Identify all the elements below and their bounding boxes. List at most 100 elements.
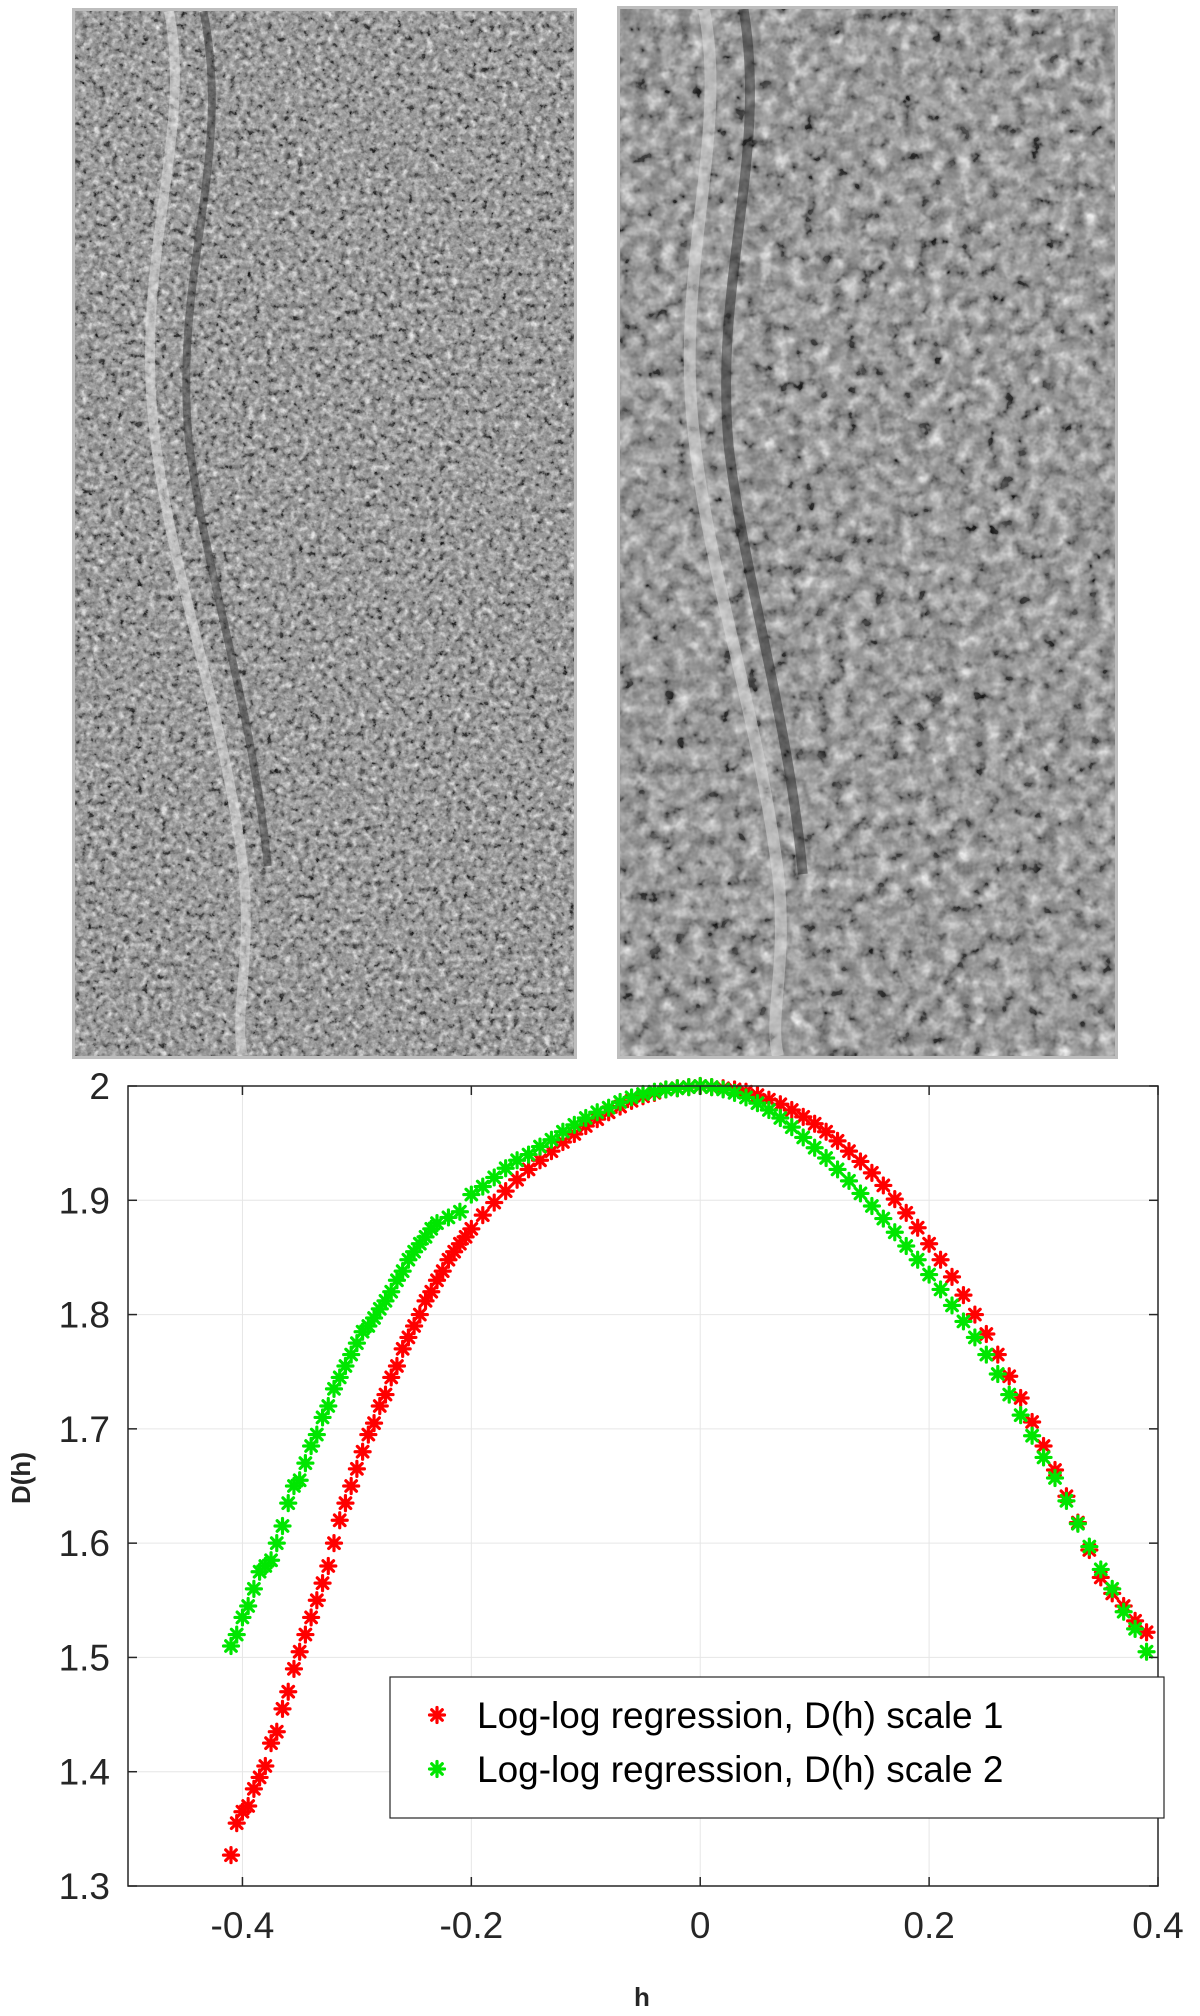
data-point-series-2 <box>462 1185 481 1204</box>
legend-marker-star-2 <box>427 1759 447 1779</box>
data-point-series-1 <box>364 1414 384 1433</box>
data-point-series-2 <box>782 1118 801 1137</box>
data-point-series-1 <box>977 1324 996 1344</box>
data-point-series-2 <box>1011 1406 1030 1425</box>
data-point-series-1 <box>302 1608 321 1627</box>
tick-labels: -0.4 -0.2 0 0.2 0.4 1.3 1.4 1.5 1.6 1.7 1.8 1.9 2 <box>59 1066 1184 1946</box>
data-point-series-2 <box>261 1551 281 1570</box>
data-point-series-1 <box>376 1385 395 1404</box>
data-point-series-1 <box>290 1642 309 1661</box>
data-point-series-2 <box>1023 1426 1042 1445</box>
data-point-series-2 <box>244 1579 263 1598</box>
scale-2-texture-graphic <box>620 9 1115 1056</box>
data-point-series-2 <box>828 1160 847 1179</box>
data-point-series-1 <box>817 1122 836 1141</box>
legend-marker-star-1 <box>427 1705 447 1725</box>
data-point-series-2 <box>427 1214 447 1233</box>
data-point-series-1 <box>954 1286 973 1305</box>
data-point-series-1 <box>485 1193 504 1212</box>
data-point-series-2 <box>239 1596 258 1616</box>
data-point-series-2 <box>519 1145 538 1164</box>
data-point-series-1 <box>227 1814 246 1833</box>
x-axis-label: h <box>634 1982 650 2012</box>
data-points <box>221 1076 1156 1865</box>
y-axis-label: D(h) <box>6 1452 36 1504</box>
data-point-series-2 <box>496 1159 515 1178</box>
data-point-series-1 <box>897 1203 916 1222</box>
data-point-series-1 <box>473 1206 492 1225</box>
x-tick-label: -0.4 <box>211 1905 275 1946</box>
data-point-series-2 <box>931 1280 950 1299</box>
data-point-series-1 <box>319 1556 338 1576</box>
scale-1-texture-image <box>72 8 577 1059</box>
data-point-series-1 <box>250 1768 269 1787</box>
data-point-series-2 <box>897 1236 916 1256</box>
data-point-series-2 <box>307 1425 326 1444</box>
data-point-series-2 <box>920 1265 939 1284</box>
data-point-series-2 <box>759 1100 778 1120</box>
data-point-series-1 <box>908 1218 927 1237</box>
data-point-series-2 <box>399 1250 418 1269</box>
y-tick-label: 1.6 <box>59 1523 110 1564</box>
data-point-series-1 <box>393 1339 412 1358</box>
data-point-series-1 <box>839 1142 859 1161</box>
scale-2-texture-image <box>617 6 1118 1059</box>
data-point-series-2 <box>771 1108 790 1128</box>
data-point-series-2 <box>817 1148 836 1168</box>
data-point-series-1 <box>221 1846 241 1865</box>
data-point-series-2 <box>473 1177 492 1196</box>
data-point-series-2 <box>1114 1602 1133 1621</box>
data-point-series-2 <box>1103 1579 1122 1598</box>
data-point-series-2 <box>1000 1385 1019 1404</box>
data-point-series-2 <box>851 1184 870 1203</box>
data-point-series-2 <box>267 1534 286 1553</box>
data-point-series-1 <box>794 1107 813 1126</box>
data-point-series-1 <box>284 1659 304 1678</box>
data-point-series-1 <box>782 1100 801 1120</box>
data-point-series-1 <box>496 1182 515 1201</box>
legend: Log-log regression, D(h) scale 1 Log-log… <box>389 1676 1165 1819</box>
data-point-series-2 <box>942 1296 962 1315</box>
data-point-series-1 <box>885 1190 904 1209</box>
data-point-series-1 <box>828 1131 847 1150</box>
data-point-series-2 <box>714 1080 733 1099</box>
data-point-series-2 <box>553 1122 572 1141</box>
data-point-series-2 <box>702 1078 721 1097</box>
data-point-series-2 <box>748 1094 767 1113</box>
data-point-series-1 <box>422 1282 441 1301</box>
data-point-series-1 <box>324 1534 344 1553</box>
data-point-series-1 <box>462 1219 481 1238</box>
x-tick-label: -0.2 <box>439 1905 503 1946</box>
data-point-series-1 <box>296 1625 315 1644</box>
data-point-series-2 <box>794 1128 813 1147</box>
data-point-series-1 <box>313 1574 332 1593</box>
data-point-series-1 <box>1011 1388 1030 1408</box>
data-point-series-1 <box>427 1271 447 1290</box>
legend-marker-series-2 <box>427 1759 447 1779</box>
legend-box <box>389 1676 1165 1819</box>
data-point-series-1 <box>330 1511 349 1530</box>
data-point-series-2 <box>633 1084 653 1104</box>
data-point-series-2 <box>485 1168 504 1187</box>
y-tick-label: 1.8 <box>59 1295 110 1336</box>
data-point-series-2 <box>319 1396 338 1416</box>
data-point-series-2 <box>1080 1537 1099 1556</box>
data-point-series-1 <box>256 1756 275 1776</box>
data-point-series-2 <box>530 1137 550 1156</box>
y-tick-label: 1.9 <box>59 1180 110 1221</box>
data-point-series-2 <box>885 1223 904 1242</box>
legend-label-series-2: Log-log regression, D(h) scale 2 <box>477 1749 1003 1790</box>
data-point-series-1 <box>273 1699 292 1718</box>
data-point-series-2 <box>1091 1560 1110 1579</box>
data-point-series-1 <box>382 1368 401 1387</box>
data-point-series-2 <box>908 1250 927 1269</box>
data-point-series-1 <box>931 1250 950 1269</box>
legend-marker-series-1 <box>427 1705 447 1725</box>
y-tick-label: 1.7 <box>59 1409 110 1450</box>
data-point-series-2 <box>290 1471 309 1490</box>
x-tick-label: 0.4 <box>1132 1905 1183 1946</box>
data-point-series-2 <box>296 1454 315 1473</box>
data-point-series-2 <box>874 1209 893 1228</box>
data-point-series-2 <box>1057 1491 1076 1510</box>
data-point-series-2 <box>576 1108 595 1128</box>
